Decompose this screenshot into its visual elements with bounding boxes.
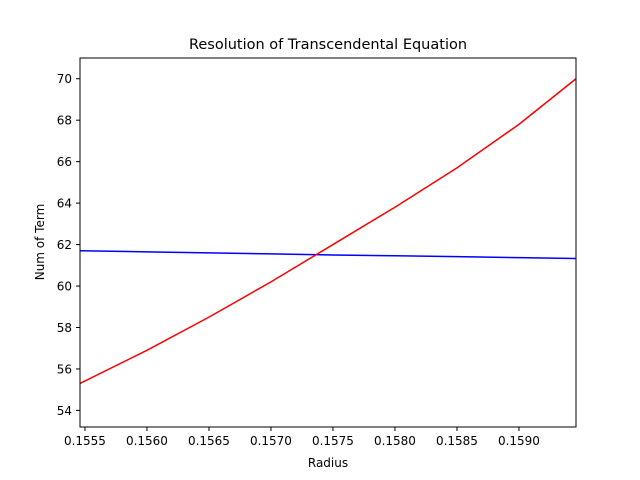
x-tick-label: 0.1590 bbox=[498, 434, 540, 448]
series-line-2 bbox=[80, 78, 576, 385]
x-tick-label: 0.1585 bbox=[436, 434, 478, 448]
y-tick-label: 58 bbox=[57, 321, 72, 335]
y-tick-label: 68 bbox=[57, 114, 72, 128]
x-axis: 0.1555 0.1560 0.1565 0.1570 0.1575 0.1580 0.15… bbox=[64, 427, 540, 448]
y-tick-label: 60 bbox=[57, 280, 72, 294]
y-axis: 54 56 58 60 62 64 66 68 70 bbox=[57, 72, 80, 418]
x-axis-label: Radius bbox=[308, 456, 348, 470]
y-tick-label: 66 bbox=[57, 155, 72, 169]
axes-frame bbox=[79, 57, 577, 428]
x-tick-label: 0.1575 bbox=[312, 434, 354, 448]
series-line-1 bbox=[80, 250, 576, 260]
x-tick-label: 0.1580 bbox=[374, 434, 416, 448]
x-tick-label: 0.1570 bbox=[250, 434, 292, 448]
y-tick-label: 70 bbox=[57, 72, 72, 86]
y-axis-label: Num of Term bbox=[33, 204, 47, 281]
y-tick-label: 54 bbox=[57, 404, 72, 418]
y-tick-label: 64 bbox=[57, 197, 72, 211]
y-tick-label: 56 bbox=[57, 362, 72, 376]
chart-title: Resolution of Transcendental Equation bbox=[189, 37, 467, 53]
x-tick-label: 0.1560 bbox=[126, 434, 168, 448]
x-tick-label: 0.1565 bbox=[188, 434, 230, 448]
y-tick-label: 62 bbox=[57, 238, 72, 252]
series-layer bbox=[80, 78, 576, 385]
x-tick-label: 0.1555 bbox=[64, 434, 106, 448]
